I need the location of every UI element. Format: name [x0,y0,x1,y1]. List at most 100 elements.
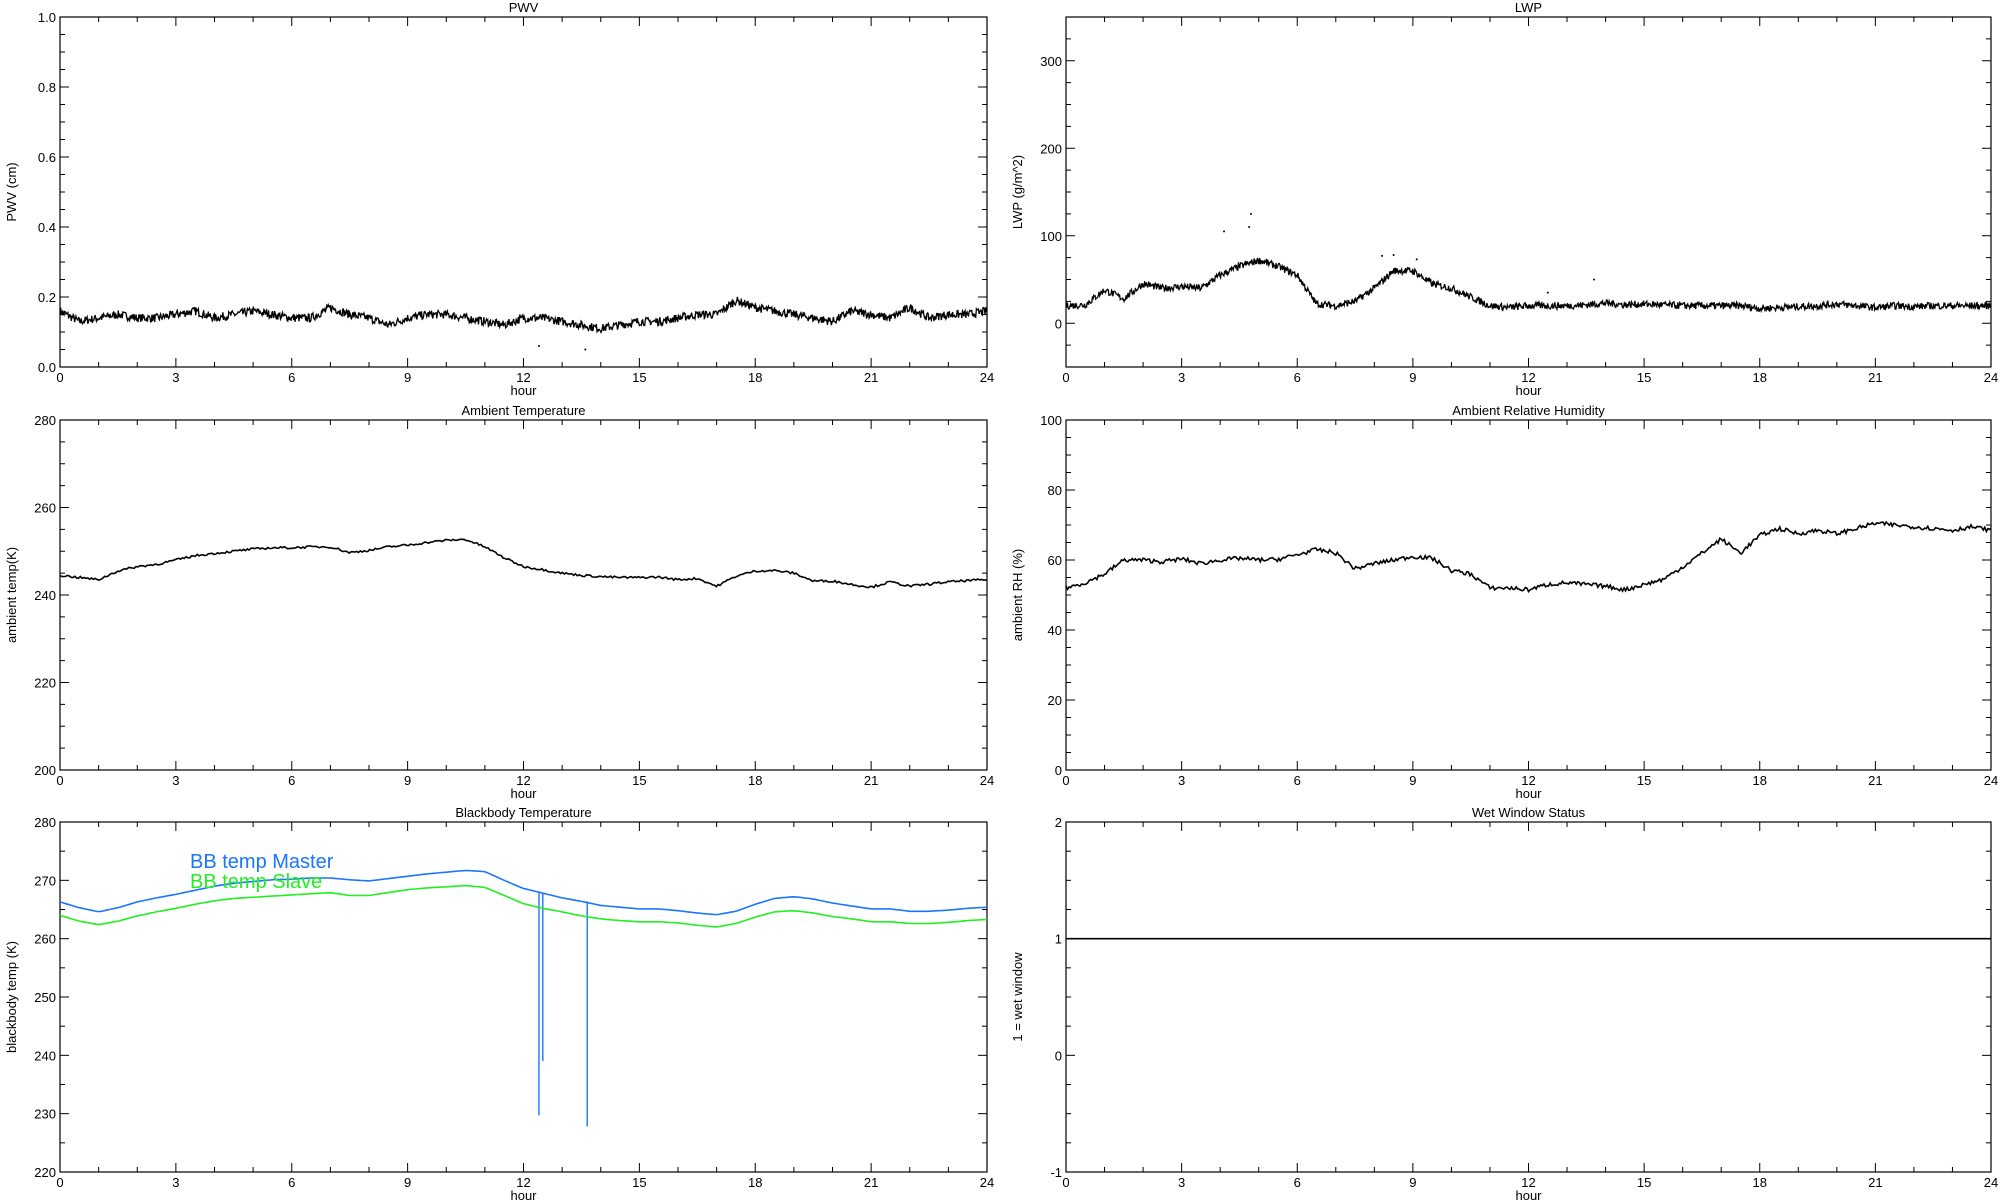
y-tick-label: 0.6 [38,150,56,165]
series-line-bb-temp-slave [59,884,988,928]
x-tick-label: 18 [748,1175,762,1190]
x-tick-label: 6 [288,1175,295,1190]
outlier-point [1392,254,1395,256]
series-line-ambient-temp [59,538,987,589]
y-tick-label: 40 [1048,623,1062,638]
outlier-point [584,348,587,351]
x-tick-label: 6 [288,370,295,385]
x-tick-label: 0 [1062,1175,1069,1190]
x-axis-label: hour [510,786,537,801]
x-axis-label: hour [1515,1188,1542,1200]
x-tick-label: 18 [748,773,762,788]
series-line-lwp [1065,257,1992,314]
y-tick-label: 240 [34,588,56,603]
y-tick-label: 260 [34,932,56,947]
y-tick-label: -1 [1050,1165,1062,1180]
y-tick-label: 60 [1048,553,1062,568]
plot-frame [1065,16,1992,368]
y-tick-label: 100 [1040,413,1062,428]
x-tick-label: 9 [1409,370,1416,385]
legend-entry: BB temp Slave [190,871,322,893]
y-tick-label: 0 [1055,316,1062,331]
chart-panel-4: Ambient Relative Humidity 0 3 6 9 12 15 18 21 24 h… [1010,403,1998,801]
x-tick-label: 3 [1178,773,1185,788]
x-tick-label: 3 [1178,1175,1185,1190]
outlier-point [1546,291,1549,294]
x-tick-label: 15 [1637,773,1651,788]
x-tick-label: 21 [864,1175,878,1190]
x-tick-label: 15 [632,1175,646,1190]
x-tick-label: 15 [632,773,646,788]
y-tick-label: 0.4 [38,220,56,235]
x-tick-label: 12 [1521,370,1535,385]
x-tick-label: 24 [1984,1175,1998,1190]
outlier-point [1415,258,1418,261]
x-tick-label: 3 [1178,370,1185,385]
x-axis-label: hour [1515,786,1542,801]
y-axis-label: ambient temp(K) [4,547,19,643]
y-tick-label: 1 [1055,932,1062,947]
legend-entry: BB temp Master [190,851,334,873]
series-line-pwv [59,296,988,334]
x-tick-label: 21 [864,773,878,788]
outlier-point [1250,212,1252,215]
x-tick-label: 15 [1637,1175,1651,1190]
y-axis-label: blackbody temp (K) [4,941,19,1053]
x-tick-label: 18 [1753,370,1767,385]
chart-panel-5: Blackbody Temperature 0 3 6 9 12 15 18 21 24 hour 2… [4,805,994,1200]
x-tick-label: 12 [1521,1175,1535,1190]
y-tick-label: 270 [34,873,56,888]
x-tick-label: 18 [1753,1175,1767,1190]
y-tick-label: 250 [34,990,56,1005]
x-tick-label: 3 [172,773,179,788]
y-tick-label: 200 [1040,141,1062,156]
x-axis-label: hour [510,383,537,398]
y-tick-label: 280 [34,815,56,830]
x-tick-label: 21 [1868,773,1882,788]
series-line-ambient-rh [1065,520,1992,594]
outlier-point [1381,254,1384,257]
chart-title: LWP [1515,0,1542,15]
y-tick-label: 0.2 [38,290,56,305]
x-tick-label: 15 [632,370,646,385]
outlier-point [1593,278,1596,281]
y-tick-label: 0.8 [38,80,56,95]
y-tick-label: 220 [34,1165,56,1180]
x-tick-label: 6 [1294,1175,1301,1190]
outlier-point [1223,230,1226,233]
x-tick-label: 0 [56,773,63,788]
plot-frame [1065,419,1992,771]
chart-title: Ambient Relative Humidity [1452,403,1605,418]
y-tick-label: 2 [1055,815,1062,830]
y-tick-label: 280 [34,413,56,428]
x-tick-label: 24 [1984,773,1998,788]
x-tick-label: 18 [1753,773,1767,788]
chart-title: PWV [509,0,539,15]
x-tick-label: 6 [288,773,295,788]
y-tick-label: 20 [1048,693,1062,708]
x-tick-label: 21 [1868,1175,1882,1190]
y-tick-label: 0 [1055,1048,1062,1063]
x-tick-label: 21 [1868,370,1882,385]
y-tick-label: 260 [34,501,56,516]
y-tick-label: 0 [1055,763,1062,778]
outlier-point [537,345,540,347]
x-tick-label: 24 [980,370,994,385]
chart-title: Blackbody Temperature [455,805,591,820]
y-tick-label: 1.0 [38,10,56,25]
y-tick-label: 200 [34,763,56,778]
y-tick-label: 240 [34,1048,56,1063]
y-axis-label: LWP (g/m^2) [1010,155,1025,229]
x-tick-label: 24 [980,773,994,788]
plot-frame [1065,821,1992,1173]
x-tick-label: 12 [516,1175,530,1190]
chart-panel-2: LWP 0 3 6 9 12 15 18 21 24 hour 0 100 200 300 LWP (g/m^… [1010,0,1998,398]
x-tick-label: 0 [1062,773,1069,788]
x-tick-label: 12 [516,773,530,788]
chart-panel-3: Ambient Temperature 0 3 6 9 12 15 18 21 24 hour 200… [4,403,994,801]
x-tick-label: 24 [980,1175,994,1190]
y-axis-label: ambient RH (%) [1010,549,1025,641]
x-tick-label: 6 [1294,370,1301,385]
